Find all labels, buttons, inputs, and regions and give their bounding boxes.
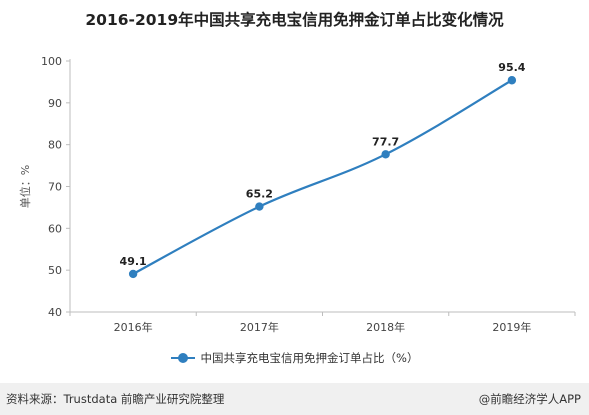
y-tick-label: 100: [41, 55, 62, 68]
data-point: [507, 76, 517, 85]
y-tick-label: 40: [48, 306, 62, 319]
x-tick-label: 2019年: [492, 320, 531, 334]
x-tick-label: 2016年: [114, 320, 153, 334]
data-point: [255, 202, 264, 211]
footer: 资料来源：Trustdata 前瞻产业研究院整理 @前瞻经济学人APP: [0, 383, 589, 415]
y-tick-label: 70: [48, 181, 62, 194]
data-label: 95.4: [498, 61, 525, 74]
data-label: 49.1: [120, 255, 147, 268]
legend-marker-icon: [170, 353, 195, 363]
data-point: [381, 150, 390, 159]
data-label: 65.2: [246, 188, 273, 201]
x-tick-label: 2017年: [240, 320, 279, 334]
legend-label: 中国共享充电宝信用免押金订单占比（%）: [200, 351, 419, 365]
y-tick-label: 60: [48, 222, 62, 235]
data-label: 77.7: [372, 135, 399, 148]
y-axis-label: 单位：%: [18, 165, 32, 208]
y-tick-label: 90: [48, 97, 62, 110]
brand-credit: @前瞻经济学人APP: [478, 392, 581, 406]
legend: 中国共享充电宝信用免押金订单占比（%）: [0, 350, 589, 366]
y-tick-label: 80: [48, 139, 62, 152]
line-chart: 40 50 60 70 80 90 100 2016年 2017年 2018年 2019年 单位：%…: [18, 55, 576, 334]
chart-title: 2016-2019年中国共享充电宝信用免押金订单占比变化情况: [85, 11, 504, 29]
source-note: 资料来源：Trustdata 前瞻产业研究院整理: [6, 392, 225, 406]
series-line: [132, 79, 513, 275]
data-point: [128, 269, 138, 279]
x-tick-label: 2018年: [366, 320, 405, 334]
y-tick-label: 50: [48, 264, 62, 277]
